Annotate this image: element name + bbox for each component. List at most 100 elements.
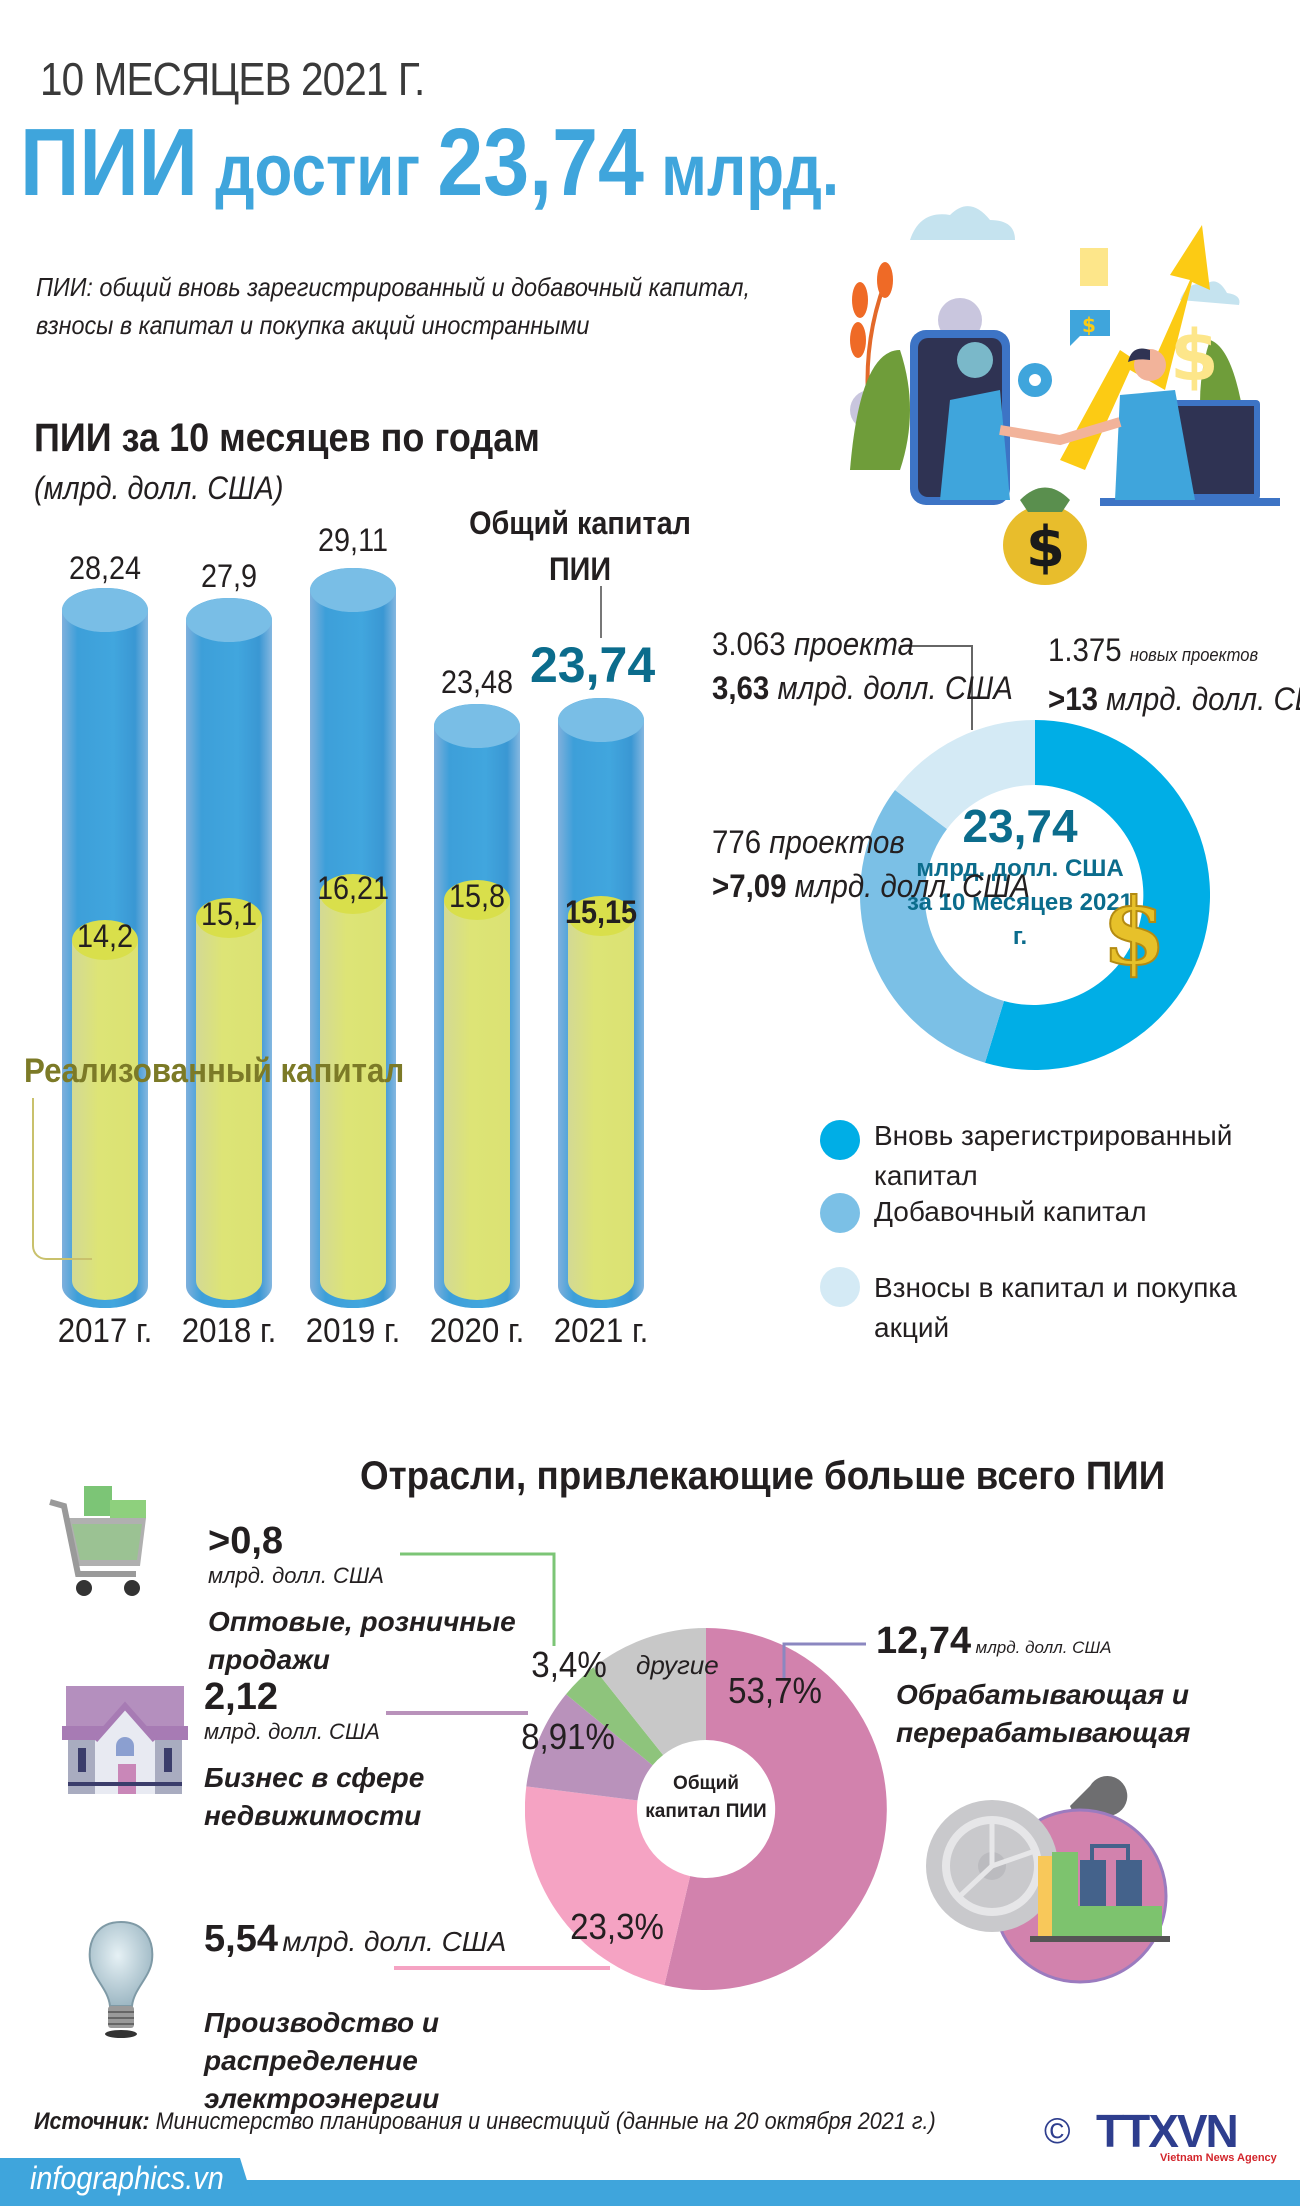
realestate-annotation: 2,12 млрд. долл. США Бизнес в сфере недв… — [204, 1676, 464, 1835]
shares-leader-line — [900, 645, 973, 730]
source-label: Источник: — [34, 2108, 150, 2135]
bar-2021-total — [558, 698, 644, 1308]
bar-2019-realized-value: 16,21 — [316, 870, 390, 906]
title-unit: млрд. — [643, 131, 840, 211]
year-label-2017: 2017 г. — [57, 1312, 153, 1350]
year-label-2019: 2019 г. — [305, 1312, 401, 1350]
header-subtitle: 10 МЕСЯЦЕВ 2021 Г. — [40, 53, 425, 105]
realized-capital-connector — [32, 1098, 92, 1260]
year-label-2018: 2018 г. — [181, 1312, 277, 1350]
pct-retail: 3,4% — [531, 1644, 607, 1685]
retail-name: Оптовые, розничные продажи — [208, 1606, 516, 1675]
bar-2021-total-value: 23,74 — [530, 637, 656, 693]
retail-leader-line — [400, 1552, 556, 1646]
bar-2020-total — [434, 704, 520, 1308]
page-title: ПИИ достиг 23,74 млрд. — [20, 108, 839, 218]
bar-2021-realized-value: 15,15 — [564, 894, 638, 930]
shopping-cart-icon — [49, 1486, 146, 1596]
pct-others: другие — [636, 1650, 719, 1680]
realized-capital-label: Реализованный капитал — [24, 1052, 405, 1090]
title-value: 23,74 — [437, 109, 644, 216]
legend-additional-swatch — [820, 1193, 860, 1233]
pct-manufacturing: 53,7% — [728, 1670, 822, 1711]
bar-2020-realized — [444, 880, 510, 1300]
bar-2018-total — [186, 598, 272, 1308]
bar-cap — [62, 588, 148, 632]
realestate-leader-line — [386, 1711, 528, 1715]
title-pii: ПИИ — [20, 109, 199, 216]
shares-projects-count: 3.063 — [712, 626, 786, 662]
retail-unit: млрд. долл. США — [208, 1563, 384, 1588]
year-label-2021: 2021 г. — [553, 1312, 649, 1350]
realestate-unit: млрд. долл. США — [204, 1719, 380, 1744]
industries-donut-chart — [525, 1628, 887, 1990]
donut-center-value: 23,74 — [962, 800, 1078, 852]
agency-logo: TTXVN — [1096, 2105, 1239, 2157]
energy-name: Производство и распределение электроэнер… — [204, 2007, 440, 2114]
energy-leader-line — [394, 1966, 610, 1970]
shares-projects-label: проекта — [793, 626, 914, 662]
manufacturing-annotation: 12,74 млрд. долл. США — [876, 1620, 1111, 1663]
industries-title: Отрасли, привлекающие больше всего ПИИ — [360, 1454, 1166, 1498]
legend-new-registered-swatch — [820, 1120, 860, 1160]
capital-donut-chart — [860, 720, 1210, 1070]
fill-cap — [72, 920, 138, 960]
total-capital-label: Общий капитал ПИИ — [469, 505, 691, 587]
manufacturing-name: Обрабатывающая и перерабатывающая — [896, 1679, 1191, 1748]
pii-definition: ПИИ: общий вновь зарегистрированный и до… — [36, 272, 750, 340]
legend-shares-label: Взносы в капитал и покупка акций — [874, 1272, 1237, 1343]
new-projects-unit: млрд. долл. США — [1106, 681, 1300, 717]
bar-cap — [310, 568, 396, 612]
additional-projects-label: проектов — [769, 824, 905, 860]
manufacturing-leader-line — [782, 1642, 866, 1678]
copyright-icon: © — [1044, 2110, 1071, 2151]
legend-new-registered-label: Вновь зарегистрированный капитал — [874, 1120, 1233, 1191]
bar-2017-realized-value: 14,2 — [76, 918, 134, 954]
new-projects-count: 1.375 — [1048, 632, 1122, 668]
svg-text:$: $ — [1170, 315, 1219, 397]
bar-2019-realized — [320, 874, 386, 1300]
additional-annotation: 776 проектов >7,09 млрд. долл. США — [712, 820, 1030, 908]
new-projects-value: >13 — [1048, 681, 1098, 717]
shares-annotation: 3.063 проекта 3,63 млрд. долл. США — [712, 622, 1013, 710]
pct-realestate: 8,91% — [521, 1716, 615, 1757]
manufacturing-unit: млрд. долл. США — [975, 1638, 1112, 1657]
energy-value: 5,54 — [204, 1918, 278, 1960]
house-icon — [62, 1686, 188, 1794]
shares-value: 3,63 — [712, 670, 770, 706]
svg-text:$: $ — [1102, 880, 1166, 980]
new-registered-annotation: 1.375 новых проектов >13 млрд. долл. США — [1048, 628, 1300, 721]
bar-2018-realized-value: 15,1 — [200, 896, 258, 932]
bar-cap — [186, 598, 272, 642]
fill-cap — [320, 874, 386, 914]
additional-projects-count: 776 — [712, 824, 762, 860]
agency-name: Vietnam News Agency — [1160, 2152, 1277, 2164]
bar-2018-realized — [196, 898, 262, 1300]
legend-shares-swatch — [820, 1267, 860, 1307]
additional-value: >7,09 — [712, 868, 787, 904]
bar-2017-total — [62, 588, 148, 1308]
bar-2019-total-value: 29,11 — [318, 522, 388, 558]
handshake-illustration-icon: $ $ $ — [850, 206, 1280, 585]
footer-tab — [0, 2158, 255, 2206]
bar-2020-realized-value: 15,8 — [448, 878, 506, 914]
bar-2018-total-value: 27,9 — [200, 558, 258, 594]
energy-annotation: 5,54 млрд. долл. США — [204, 1918, 506, 1961]
light-bulb-icon — [88, 1920, 154, 2038]
new-projects-label: новых проектов — [1129, 645, 1259, 665]
factory-gear-icon — [926, 1776, 1170, 1984]
bar-2019-total — [310, 568, 396, 1308]
donut-center-text: млрд. долл. США за 10 месяцев 2021 г. — [906, 855, 1134, 950]
bar-cap — [558, 698, 644, 742]
realestate-name: Бизнес в сфере недвижимости — [204, 1762, 425, 1831]
bar-chart-title: ПИИ за 10 месяцев по годам — [34, 416, 540, 460]
retail-value: >0,8 — [208, 1520, 284, 1562]
gold-dollar-icon: $ — [1101, 880, 1167, 980]
svg-text:$: $ — [1026, 515, 1065, 580]
realestate-value: 2,12 — [204, 1676, 278, 1718]
svg-text:$: $ — [1082, 313, 1096, 337]
pct-energy: 23,3% — [570, 1906, 664, 1947]
site-link[interactable]: infographics.vn — [30, 2160, 224, 2196]
fill-cap — [196, 898, 262, 938]
bar-2017-realized — [72, 920, 138, 1300]
